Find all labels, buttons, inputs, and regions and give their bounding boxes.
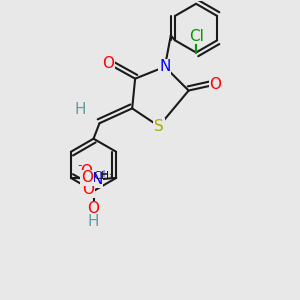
Text: Cl: Cl	[189, 29, 203, 44]
Text: O: O	[88, 201, 100, 216]
Text: +: +	[99, 169, 107, 179]
Text: O: O	[81, 170, 93, 185]
Text: N: N	[91, 172, 103, 187]
Text: N: N	[159, 59, 170, 74]
Text: O: O	[102, 56, 114, 71]
Text: O: O	[82, 182, 94, 197]
Text: O: O	[209, 77, 221, 92]
Text: -: -	[78, 159, 82, 172]
Text: CH₃: CH₃	[93, 171, 114, 181]
Text: H: H	[74, 102, 86, 117]
Text: S: S	[154, 119, 164, 134]
Text: O: O	[80, 164, 92, 178]
Text: H: H	[88, 214, 99, 229]
